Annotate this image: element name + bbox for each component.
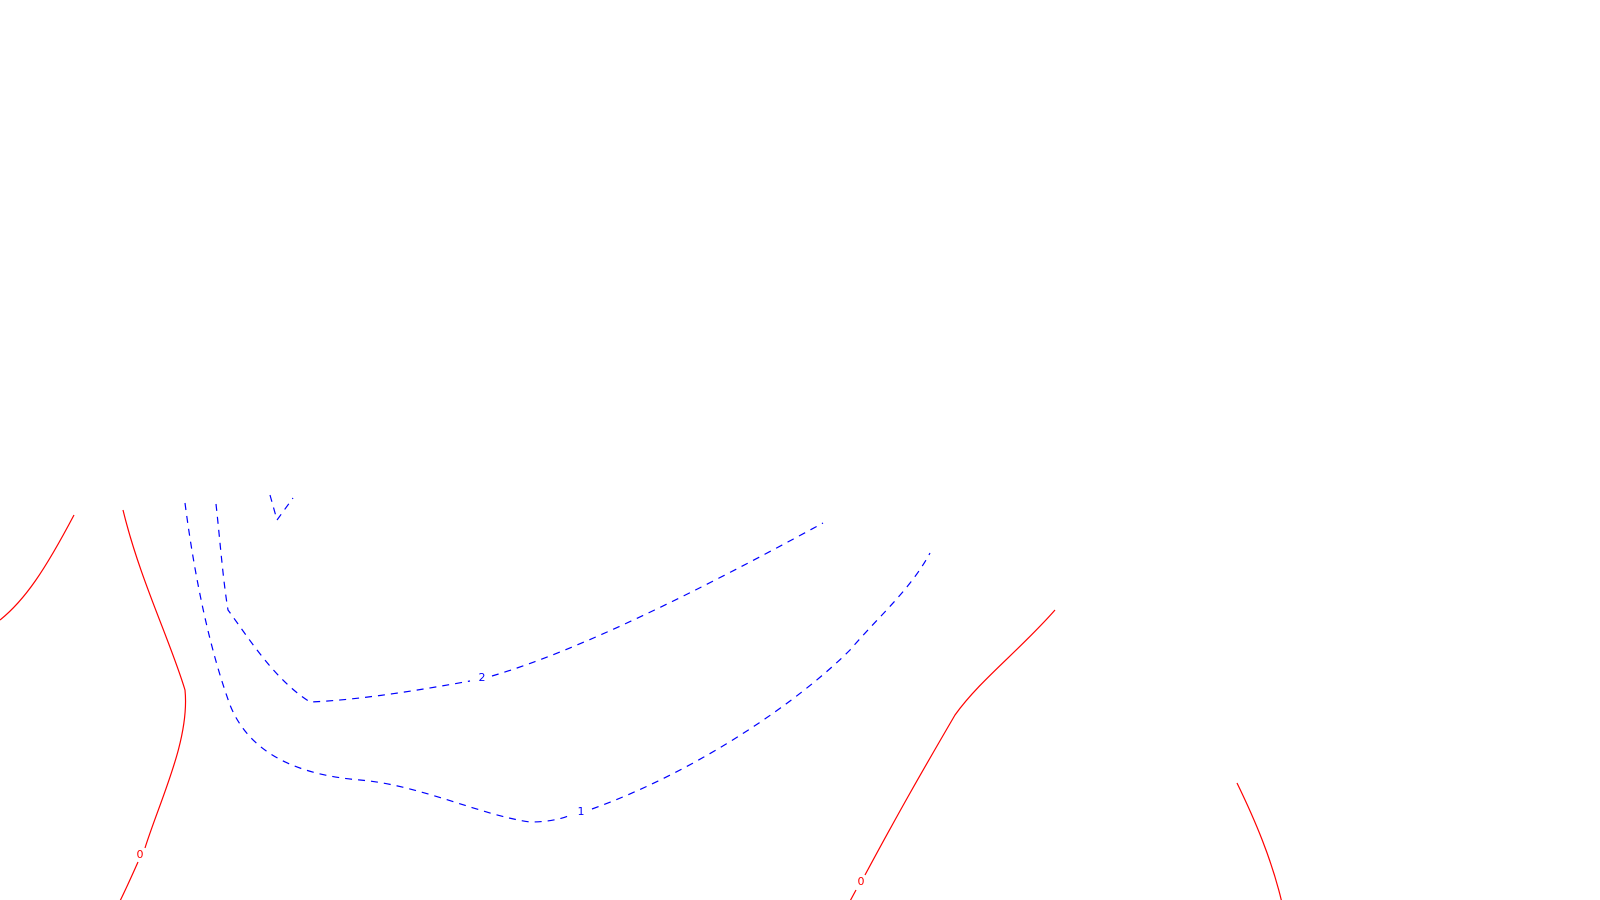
contour-line-0-right xyxy=(1236,782,1282,900)
contour-line-0-left-edge xyxy=(0,514,75,621)
contour-label-2: 2 xyxy=(479,671,486,684)
contour-label-0-left: 0 xyxy=(137,848,144,861)
contour-level-0: 0 0 xyxy=(0,509,1282,900)
contour-line-0-middle xyxy=(849,609,1056,900)
contour-line-1 xyxy=(184,502,931,823)
contour-label-1: 1 xyxy=(578,805,585,818)
contour-line-0-left-loop xyxy=(119,509,187,900)
contour-label-0-middle: 0 xyxy=(858,875,865,888)
contour-level-1: 1 xyxy=(184,502,931,823)
contour-line-2-upper-v xyxy=(269,494,294,521)
contour-line-2-lower xyxy=(215,503,824,703)
contour-level-2: 2 xyxy=(215,494,824,703)
